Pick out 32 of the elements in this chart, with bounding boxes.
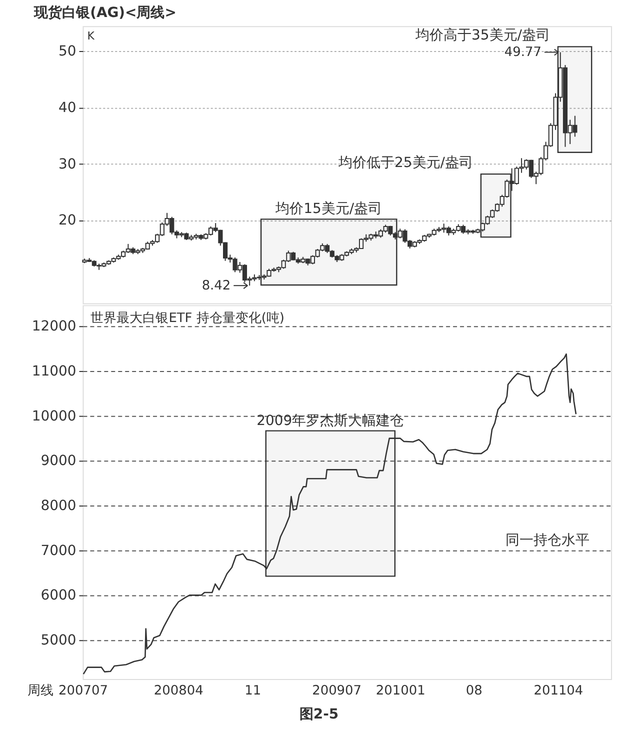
y-axis-title: K <box>87 30 96 43</box>
text: 世界最大白银ETF 持仓量变化(吨) <box>90 311 284 326</box>
x-tick-label: 201104 <box>534 683 584 698</box>
y-tick-label: 12000 <box>32 318 76 335</box>
chart-title: 现货白银(AG)<周线> <box>33 5 176 22</box>
y-tick-label: 10000 <box>32 408 76 424</box>
band-label: 均价低于25美元/盎司 <box>338 155 473 172</box>
y-tick-label: 7000 <box>40 542 76 559</box>
y-tick-label: 8000 <box>40 498 76 514</box>
y-tick-label: 6000 <box>40 588 76 604</box>
annotation: 8.42 <box>202 278 231 294</box>
x-tick-label: 08 <box>466 683 482 698</box>
y-tick-label: 5000 <box>40 632 76 648</box>
y-tick-label: 9000 <box>40 453 76 470</box>
line-series <box>82 353 577 675</box>
y-tick-label: 40 <box>58 100 76 116</box>
x-axis-title: 周线 <box>27 683 54 698</box>
band-label: 均价高于35美元/盎司 <box>414 28 550 44</box>
x-tick-label: 11 <box>244 683 262 698</box>
x-tick-label: 200907 <box>312 683 362 698</box>
x-tick-label: 201001 <box>376 683 426 698</box>
y-tick-label: 20 <box>58 212 76 229</box>
x-tick-label: 200707 <box>58 683 108 698</box>
annotation: 49.77 <box>504 45 542 60</box>
y-tick-label: 50 <box>58 43 76 60</box>
y-tick-label: 11000 <box>32 364 76 380</box>
annotation: 同一持仓水平 <box>506 532 590 549</box>
band-label: 2009年罗杰斯大幅建仓 <box>256 412 404 429</box>
y-tick-label: 30 <box>58 156 76 172</box>
band-label: 均价15美元/盎司 <box>274 201 382 218</box>
x-tick-label: 200804 <box>154 683 204 698</box>
caption: 图2-5 <box>299 706 339 722</box>
